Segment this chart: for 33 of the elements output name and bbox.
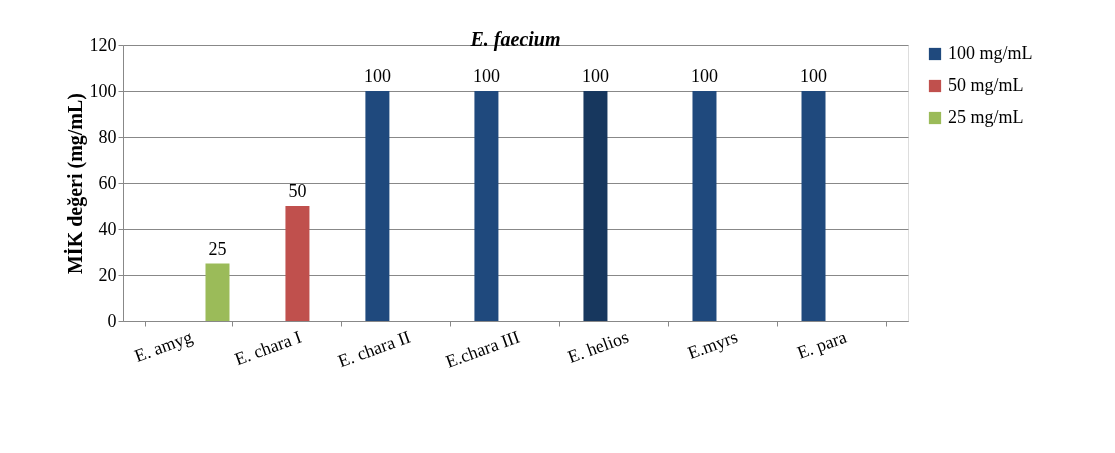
legend-label: 50 mg/mL <box>948 75 1024 95</box>
data-label: 100 <box>472 66 500 86</box>
x-tick-label: E. helios <box>565 326 632 367</box>
bar <box>285 206 310 321</box>
x-tick-label: E. para <box>794 326 850 363</box>
y-tick-label: 100 <box>89 80 117 101</box>
data-label: 25 <box>208 238 227 259</box>
bar <box>474 91 499 321</box>
y-tick-label: 80 <box>98 126 117 147</box>
chart-title: E. faecium <box>469 28 561 51</box>
bar <box>801 91 826 321</box>
data-label: 50 <box>288 181 307 201</box>
y-tick-label: 120 <box>89 34 117 55</box>
bar <box>692 91 717 321</box>
y-tick-label: 40 <box>98 218 117 239</box>
x-tick-label: E.chara III <box>443 326 523 372</box>
x-tick-label: E. chara I <box>232 326 305 370</box>
bar <box>365 91 390 321</box>
y-tick-label: 20 <box>98 264 117 285</box>
y-axis-title: MİK değeri (mg/mL) <box>62 92 87 275</box>
legend-label: 100 mg/mL <box>948 43 1033 63</box>
legend-label: 25 mg/mL <box>948 107 1024 127</box>
y-tick-label: 0 <box>107 310 117 331</box>
data-label: 100 <box>690 66 718 86</box>
y-tick-label: 60 <box>98 172 117 193</box>
x-tick-label: E. chara II <box>335 326 414 372</box>
x-tick-label: E. amyg <box>131 326 196 366</box>
x-tick-label: E.myrs <box>684 326 741 364</box>
data-label: 100 <box>800 66 828 86</box>
data-label: 100 <box>581 66 609 86</box>
bar <box>205 263 230 321</box>
data-label: 100 <box>363 66 391 86</box>
bar <box>583 91 608 321</box>
